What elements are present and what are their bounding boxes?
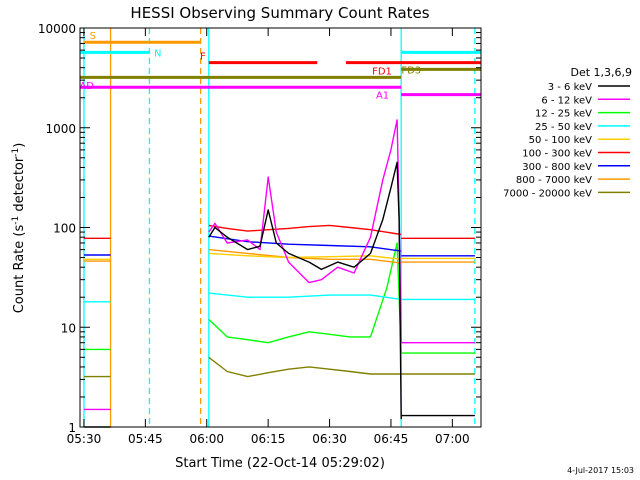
y-tick-label-1000: 1000 [45,122,76,136]
legend-label-800-7000-kev: 800 - 7000 keV [516,175,592,186]
legend-label-3-6-kev: 3 - 6 keV [548,82,592,93]
legend-label-6-12-kev: 6 - 12 keV [541,95,592,106]
legend-title: Det 1,3,6,9 [570,66,632,79]
y-tick-label-10: 10 [61,321,76,335]
series-100-300-kev [84,224,475,239]
y-axis-label-end: ) [12,143,27,148]
y-axis-label: Count Rate (s-1 detector-1) [11,143,27,314]
flag-label-ad: AD [79,81,94,92]
series-25-50-kev [84,292,475,303]
legend-label-50-100-kev: 50 - 100 keV [529,135,593,146]
flag-label-fd1: FD1 [372,67,392,78]
series-12-25-kev [84,242,475,354]
axis-layer: 05:30 05:45 06:00 06:15 06:30 06:45 07:00 1 10 10… [38,22,481,446]
legend-label-25-50-kev: 25 - 50 keV [535,122,592,133]
legend: Det 1,3,6,9 3 - 6 keV 6 - 12 keV 12 - 25 k… [503,66,632,199]
series-7000-20000-kev [84,356,475,378]
legend-label-7000-20000-kev: 7000 - 20000 keV [503,188,592,199]
y-tick-label-1: 1 [68,421,76,435]
flag-bar-layer: S N F FD1 FD3 AD A1 [79,31,481,102]
x-tick-label-06-45: 06:45 [374,432,409,446]
footer-timestamp: 4-Jul-2017 15:03 [567,466,634,475]
y-axis-label-sup1: -1 [11,216,21,225]
y-axis-label-sup2: -1 [11,148,21,157]
series-layer [84,119,475,428]
x-tick-label-07-00: 07:00 [435,432,470,446]
x-tick-label-06-30: 06:30 [312,432,347,446]
series-50-100-kev [84,252,475,260]
x-tick-label-05-45: 05:45 [128,432,163,446]
y-tick-label-100: 100 [53,222,76,236]
x-tick-label-06-00: 06:00 [189,432,224,446]
y-axis-label-mid: detector [12,156,27,216]
x-tick-label-06-15: 06:15 [251,432,286,446]
series-6-12-kev [84,119,475,411]
chart-title: HESSI Observing Summary Count Rates [130,4,429,22]
legend-label-12-25-kev: 12 - 25 keV [535,109,592,120]
x-tick-label-05-30: 05:30 [67,432,102,446]
flag-label-n: N [154,48,161,59]
flag-label-f: F [200,52,206,63]
flag-label-s: S [90,31,96,42]
x-axis-label: Start Time (22-Oct-14 05:29:02) [175,456,385,471]
legend-label-100-300-kev: 100 - 300 keV [522,149,592,160]
legend-label-300-800-kev: 300 - 800 keV [522,162,592,173]
flag-label-a1: A1 [376,91,389,102]
flag-label-fd3: FD3 [401,65,421,76]
y-tick-label-10000: 10000 [38,22,76,36]
series-800-7000-kev [84,248,475,264]
y-axis-label-main: Count Rate (s [12,225,27,314]
series-3-6-kev [84,161,475,428]
